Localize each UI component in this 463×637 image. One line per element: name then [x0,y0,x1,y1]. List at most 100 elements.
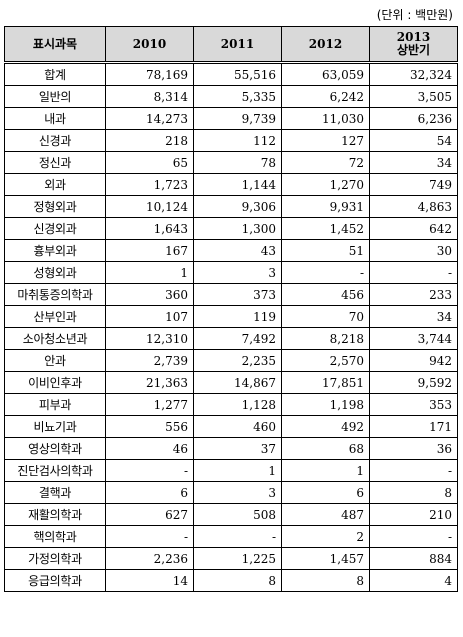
row-value: 456 [281,283,370,306]
row-value: 508 [193,503,282,526]
row-value: 5,335 [193,85,282,108]
row-category: 가정의학과 [4,547,106,570]
row-value: 107 [105,305,194,328]
row-value: 3,505 [369,85,458,108]
row-value: 8,218 [281,327,370,350]
row-value: 1,144 [193,173,282,196]
row-value: 9,931 [281,195,370,218]
row-value: 14 [105,569,194,592]
row-value: 210 [369,503,458,526]
table-row: 응급의학과 14 8 8 4 [4,569,458,592]
table-row: 외과 1,723 1,144 1,270 749 [4,173,458,196]
row-value: 34 [369,305,458,328]
row-value: 78 [193,151,282,174]
table-row: 흉부외과 167 43 51 30 [4,239,458,262]
table-row: 안과 2,739 2,235 2,570 942 [4,349,458,372]
header-2013-year: 2013 [396,30,431,44]
table-row: 신경외과 1,643 1,300 1,452 642 [4,217,458,240]
row-value: 9,739 [193,107,282,130]
row-value: 17,851 [281,371,370,394]
row-value: 51 [281,239,370,262]
header-2013-half: 상반기 [396,43,431,57]
row-value: - [105,459,194,482]
row-value: 36 [369,437,458,460]
row-value: 3,744 [369,327,458,350]
table-row: 산부인과 107 119 70 34 [4,305,458,328]
table-row: 정형외과 10,124 9,306 9,931 4,863 [4,195,458,218]
row-value: 627 [105,503,194,526]
header-2010: 2010 [105,26,194,63]
row-value: 1,198 [281,393,370,416]
unit-note: (단위 : 백만원) [376,8,453,22]
row-category: 신경외과 [4,217,106,240]
row-value: 1,643 [105,217,194,240]
header-category: 표시과목 [4,26,106,63]
table-row: 재활의학과 627 508 487 210 [4,503,458,526]
header-2012: 2012 [281,26,370,63]
row-value: 2 [281,525,370,548]
row-value: 12,310 [105,327,194,350]
row-value: 54 [369,129,458,152]
row-value: 1,452 [281,217,370,240]
row-category: 소아청소년과 [4,327,106,350]
row-value: 3 [193,481,282,504]
row-value: 353 [369,393,458,416]
row-value: 1 [281,459,370,482]
header-2011: 2011 [193,26,282,63]
row-value: 2,570 [281,349,370,372]
table-row: 비뇨기과 556 460 492 171 [4,415,458,438]
row-value: - [281,261,370,284]
row-value: 6 [281,481,370,504]
row-value: 167 [105,239,194,262]
row-value: 8 [369,481,458,504]
row-value: 63,059 [281,61,370,86]
row-value: 4 [369,569,458,592]
row-category: 내과 [4,107,106,130]
table-row: 내과 14,273 9,739 11,030 6,236 [4,107,458,130]
row-value: 2,739 [105,349,194,372]
row-value: - [193,525,282,548]
row-value: 2,235 [193,349,282,372]
row-value: 6 [105,481,194,504]
row-value: 1 [105,261,194,284]
table-row: 정신과 65 78 72 34 [4,151,458,174]
table-row: 마취통증의학과 360 373 456 233 [4,283,458,306]
table-row: 진단검사의학과 -1 1- [4,459,458,482]
table-row: 결핵과 6 3 6 8 [4,481,458,504]
row-value: 11,030 [281,107,370,130]
row-value: 119 [193,305,282,328]
row-value: 55,516 [193,61,282,86]
row-value: 218 [105,129,194,152]
row-value: 642 [369,217,458,240]
row-value: 30 [369,239,458,262]
row-value: 749 [369,173,458,196]
row-category: 피부과 [4,393,106,416]
row-value: 9,306 [193,195,282,218]
row-value: 14,867 [193,371,282,394]
row-value: - [369,459,458,482]
header-2013-h1: 2013 상반기 [369,26,458,63]
expense-table: 표시과목 2010 2011 2012 2013 상반기 합계 78,169 55,5… [4,26,458,592]
table-row: 일반의 8,314 5,335 6,242 3,505 [4,85,458,108]
row-value: 1,723 [105,173,194,196]
row-value: 43 [193,239,282,262]
table-row: 핵의학과 - -2- [4,525,458,548]
row-value: 37 [193,437,282,460]
table-row: 성형외과 1 3- - [4,261,458,284]
row-value: 1,277 [105,393,194,416]
table-row: 피부과 1,277 1,128 1,198 353 [4,393,458,416]
row-category: 응급의학과 [4,569,106,592]
row-value: 492 [281,415,370,438]
row-category: 영상의학과 [4,437,106,460]
row-value: 14,273 [105,107,194,130]
row-value: 46 [105,437,194,460]
row-value: - [369,261,458,284]
row-value: 8,314 [105,85,194,108]
row-category: 외과 [4,173,106,196]
row-category: 일반의 [4,85,106,108]
table-row: 소아청소년과 12,310 7,492 8,218 3,744 [4,327,458,350]
row-value: 1,128 [193,393,282,416]
row-category: 성형외과 [4,261,106,284]
table-row: 신경과 218 112 127 54 [4,129,458,152]
row-value: 34 [369,151,458,174]
